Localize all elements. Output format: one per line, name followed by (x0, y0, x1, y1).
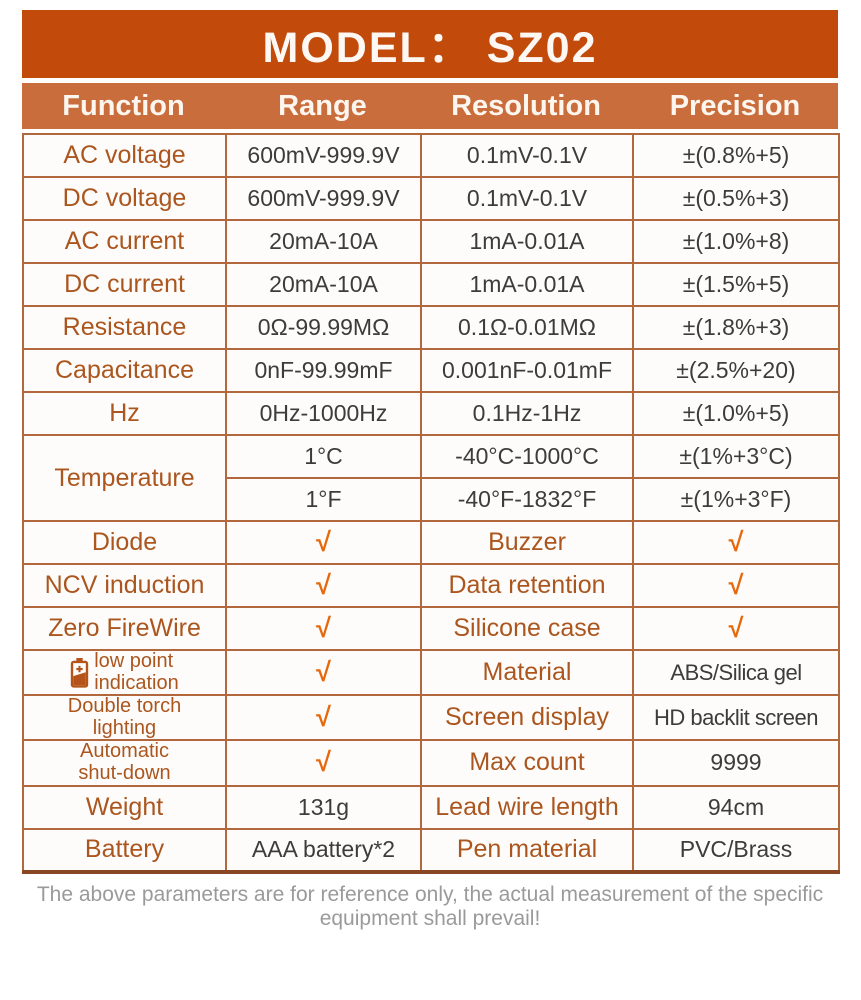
feature-label: Silicone case (420, 606, 634, 651)
feature-label: Data retention (420, 563, 634, 608)
feature-value: √ (225, 606, 422, 651)
table-row-diode-buzzer: Diode √ Buzzer √ (22, 520, 840, 565)
table-row-ac-current: AC current 20mA-10A 1mA-0.01A ±(1.0%+8) (22, 219, 840, 264)
function-label: Capacitance (22, 348, 227, 393)
feature-label: Buzzer (420, 520, 634, 565)
feature-value: 94cm (632, 784, 840, 830)
feature-label: Pen material (420, 827, 634, 873)
resolution-value: 0.1Hz-1Hz (420, 391, 634, 436)
feature-value: ABS/Silica gel (632, 648, 840, 697)
feature-label: low point indication (94, 650, 179, 694)
resolution-value: -40°F-1832°F (420, 477, 634, 522)
resolution-value: 0.1mV-0.1V (420, 133, 634, 178)
resolution-value: 1mA-0.01A (420, 219, 634, 264)
precision-value: ±(1%+3°C) (632, 434, 840, 479)
function-label: Resistance (22, 305, 227, 350)
resolution-value: -40°C-1000°C (420, 434, 634, 479)
feature-label: Diode (22, 520, 227, 565)
column-header-precision: Precision (669, 89, 801, 122)
resolution-value: 0.001nF-0.01mF (420, 348, 634, 393)
feature-label: Double torch lighting (22, 694, 227, 742)
range-value: 0Hz-1000Hz (225, 391, 422, 436)
feature-value: √ (225, 739, 422, 787)
feature-value: √ (225, 648, 422, 697)
resolution-value: 1mA-0.01A (420, 262, 634, 307)
feature-label: NCV induction (22, 563, 227, 608)
function-label: DC voltage (22, 176, 227, 221)
precision-value: ±(1.0%+5) (632, 391, 840, 436)
table-row-battery-pen-material: Battery AAA battery*2 Pen material PVC/B… (22, 827, 840, 873)
page-title: MODEL： SZ02 (262, 24, 598, 72)
column-header-resolution: Resolution (451, 89, 601, 122)
precision-value: ±(0.8%+5) (632, 133, 840, 178)
feature-value: √ (632, 563, 840, 608)
feature-value: 131g (225, 784, 422, 830)
table-row-dc-voltage: DC voltage 600mV-999.9V 0.1mV-0.1V ±(0.5… (22, 176, 840, 221)
table-row-resistance: Resistance 0Ω-99.99MΩ 0.1Ω-0.01MΩ ±(1.8%… (22, 305, 840, 350)
feature-value: √ (225, 694, 422, 742)
table-row-temperature-celsius: Temperature 1°C -40°C-1000°C ±(1%+3°C) (22, 434, 840, 522)
precision-value: ±(2.5%+20) (632, 348, 840, 393)
feature-label: Battery (22, 827, 227, 873)
feature-value: √ (225, 563, 422, 608)
feature-label: Zero FireWire (22, 606, 227, 651)
function-label: Temperature (22, 434, 227, 522)
feature-label: Screen display (420, 694, 634, 742)
range-value: 0nF-99.99mF (225, 348, 422, 393)
table-row-auto-shutdown-max-count: Automatic shut-down √ Max count 9999 (22, 739, 840, 787)
feature-label-with-icon: low point indication (22, 648, 227, 697)
range-value: 20mA-10A (225, 262, 422, 307)
table-header: Function Range Resolution Precision (22, 83, 838, 129)
table-row-temperature-fahrenheit: 1°F -40°F-1832°F ±(1%+3°F) (23, 477, 840, 522)
range-value: 1°C (225, 434, 422, 479)
feature-value: √ (632, 606, 840, 651)
table-row-double-torch-screen-display: Double torch lighting √ Screen display H… (22, 694, 840, 742)
function-label: AC current (22, 219, 227, 264)
feature-value: √ (632, 520, 840, 565)
function-label: AC voltage (22, 133, 227, 178)
feature-value: √ (225, 520, 422, 565)
feature-value: PVC/Brass (632, 827, 840, 873)
precision-value: ±(1.8%+3) (632, 305, 840, 350)
range-value: 1°F (225, 477, 422, 522)
table-row-zero-firewire-silicone-case: Zero FireWire √ Silicone case √ (22, 606, 840, 651)
feature-value: HD backlit screen (632, 694, 840, 742)
column-header-function: Function (62, 89, 185, 122)
range-value: 0Ω-99.99MΩ (225, 305, 422, 350)
table-row-hz: Hz 0Hz-1000Hz 0.1Hz-1Hz ±(1.0%+5) (22, 391, 840, 436)
feature-label: Material (420, 648, 634, 697)
feature-value: 9999 (632, 739, 840, 787)
feature-label: Lead wire length (420, 784, 634, 830)
range-value: 20mA-10A (225, 219, 422, 264)
table-row-weight-lead-wire: Weight 131g Lead wire length 94cm (22, 784, 840, 830)
battery-low-icon (71, 657, 89, 688)
precision-value: ±(1.5%+5) (632, 262, 840, 307)
feature-label: Automatic shut-down (22, 739, 227, 787)
table-row-capacitance: Capacitance 0nF-99.99mF 0.001nF-0.01mF ±… (22, 348, 840, 393)
function-label: Hz (22, 391, 227, 436)
precision-value: ±(0.5%+3) (632, 176, 840, 221)
function-label: DC current (22, 262, 227, 307)
feature-label: Max count (420, 739, 634, 787)
spec-table: AC voltage 600mV-999.9V 0.1mV-0.1V ±(0.8… (22, 133, 840, 874)
table-row-low-point-material: low point indication √ Material ABS/Sili… (22, 648, 840, 697)
column-header-range: Range (278, 89, 367, 122)
feature-label: Weight (22, 784, 227, 830)
resolution-value: 0.1Ω-0.01MΩ (420, 305, 634, 350)
table-row-ncv-data-retention: NCV induction √ Data retention √ (22, 563, 840, 608)
precision-value: ±(1.0%+8) (632, 219, 840, 264)
title-banner: MODEL： SZ02 (22, 10, 838, 78)
table-row-dc-current: DC current 20mA-10A 1mA-0.01A ±(1.5%+5) (22, 262, 840, 307)
resolution-value: 0.1mV-0.1V (420, 176, 634, 221)
disclaimer-note: The above parameters are for reference o… (36, 882, 824, 930)
feature-value: AAA battery*2 (225, 827, 422, 873)
precision-value: ±(1%+3°F) (632, 477, 840, 522)
range-value: 600mV-999.9V (225, 133, 422, 178)
range-value: 600mV-999.9V (225, 176, 422, 221)
table-row-ac-voltage: AC voltage 600mV-999.9V 0.1mV-0.1V ±(0.8… (22, 133, 840, 178)
